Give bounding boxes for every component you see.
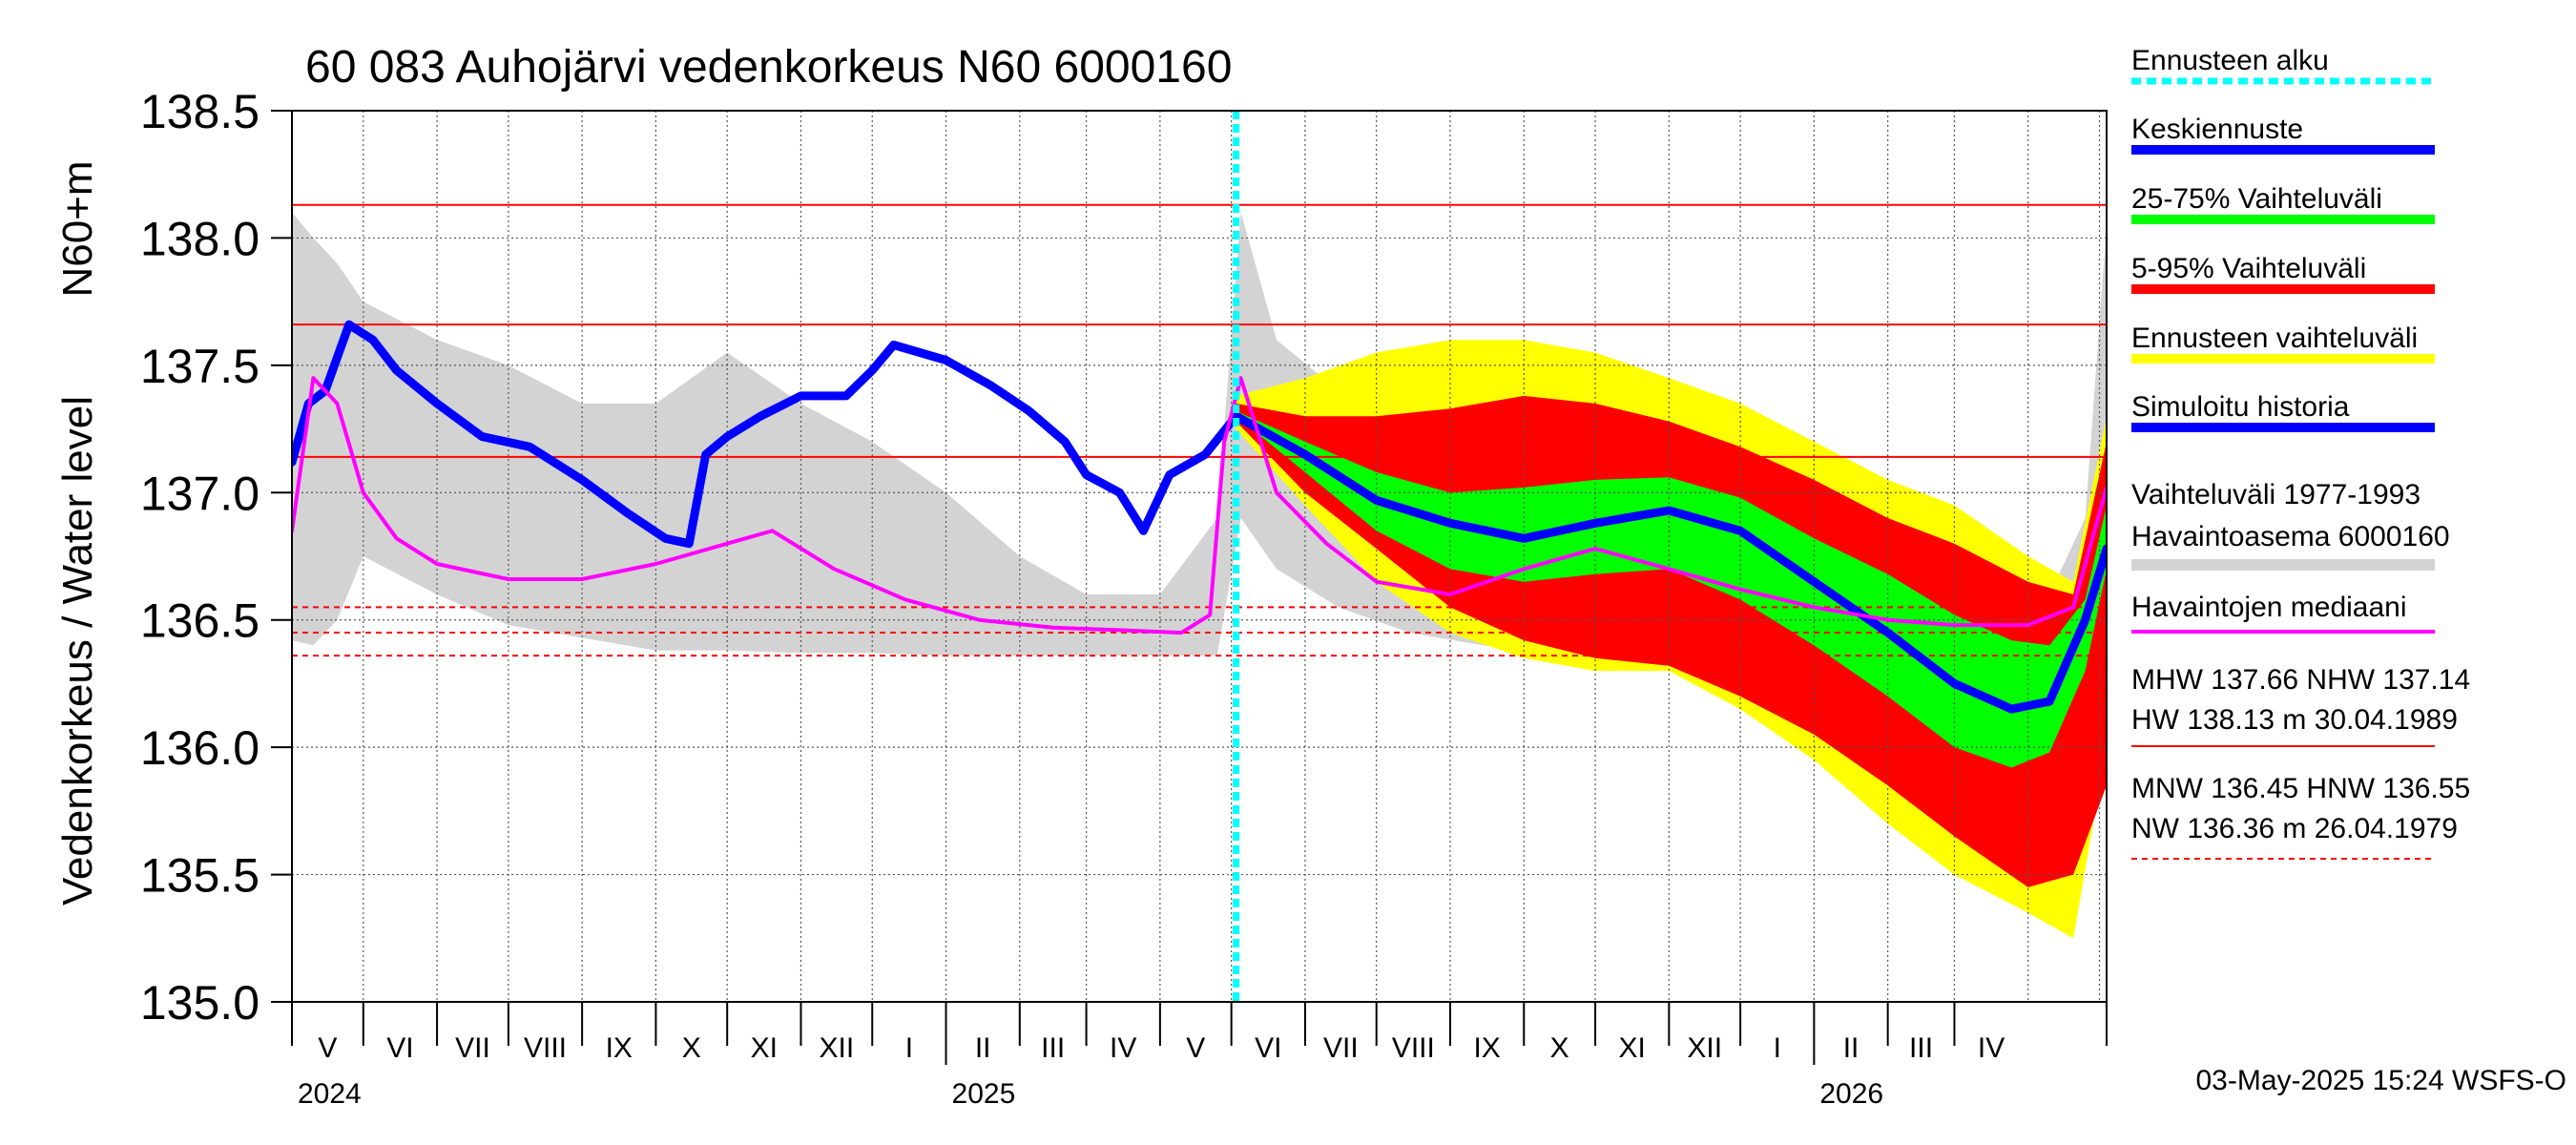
stats-high-line2: HW 138.13 m 30.04.1989 [2131,704,2458,736]
x-month-label: VIII [524,1032,567,1064]
plot-data-layer [292,111,2107,1002]
legend-label-6: Vaihteluväli 1977-1993 [2131,479,2420,510]
x-month-label: X [1550,1032,1569,1064]
x-month-label: VI [1255,1032,1281,1064]
x-month-label: II [1843,1032,1859,1064]
legend-label-7: Havaintojen mediaani [2131,592,2407,623]
x-month-label: XI [751,1032,778,1064]
x-month-label: III [1041,1032,1065,1064]
y-tick-label: 135.5 [140,849,260,903]
series-simuloitu-historia [292,320,1241,549]
x-month-label: X [682,1032,701,1064]
x-month-label: IX [1473,1032,1500,1064]
plot-area: 135.0 135.5 136.0 136.5 137.0 137.5 138.0 138.5… [140,85,2108,1110]
legend-label-0: Ennusteen alku [2131,45,2329,76]
x-year-label: 2024 [298,1078,362,1110]
x-month-label: I [1774,1032,1781,1064]
legend-label-6b: Havaintoasema 6000160 [2131,521,2450,552]
legend-label-4: Ennusteen vaihteluväli [2131,323,2418,354]
y-axis-unit-label: N60+m [54,160,101,297]
y-tick-label: 137.0 [140,467,260,520]
x-year-label: 2025 [952,1078,1016,1110]
band-25-75-vaihteluv-li [1236,410,2107,768]
x-month-label: VII [1323,1032,1359,1064]
x-month-label: XII [820,1032,855,1064]
legend-label-3: 5-95% Vaihteluväli [2131,253,2366,284]
x-month-label: I [905,1032,913,1064]
series-havaintojen-mediaani [292,376,2107,635]
stats-high-line1: MHW 137.66 NHW 137.14 [2131,664,2470,696]
x-month-label: III [1909,1032,1933,1064]
y-tick-label: 136.0 [140,721,260,775]
legend-label-1: Keskiennuste [2131,114,2303,145]
x-month-label: XI [1619,1032,1646,1064]
x-month-label: V [318,1032,337,1064]
x-month-label: VI [386,1032,413,1064]
x-month-label: IV [1110,1032,1136,1064]
x-month-label: VII [455,1032,490,1064]
x-year-label: 2026 [1819,1078,1883,1110]
chart-title: 60 083 Auhojärvi vedenkorkeus N60 600016… [305,42,1232,93]
x-month-label: II [975,1032,991,1064]
x-month-label: IV [1978,1032,2005,1064]
y-tick-label: 138.0 [140,212,260,265]
legend: Ennusteen alku Keskiennuste 25-75% Vaihtel… [2131,45,2470,860]
y-tick-label: 137.5 [140,340,260,393]
stats-low-line1: MNW 136.45 HNW 136.55 [2131,773,2470,804]
y-tick-label: 136.5 [140,594,260,648]
x-month-label: V [1186,1032,1205,1064]
x-month-label: XII [1687,1032,1722,1064]
x-month-label: VIII [1392,1032,1435,1064]
y-axis-label: Vedenkorkeus / Water level [54,396,101,906]
y-tick-label: 138.5 [140,85,260,138]
y-tick-label: 135.0 [140,976,260,1030]
series-keskiennuste [1232,411,2107,714]
timestamp-footer: 03-May-2025 15:24 WSFS-O [2196,1065,2567,1096]
x-month-label: IX [606,1032,633,1064]
legend-label-2: 25-75% Vaihteluväli [2131,183,2382,215]
legend-label-5: Simuloitu historia [2131,391,2350,423]
stats-low-line2: NW 136.36 m 26.04.1979 [2131,813,2458,844]
